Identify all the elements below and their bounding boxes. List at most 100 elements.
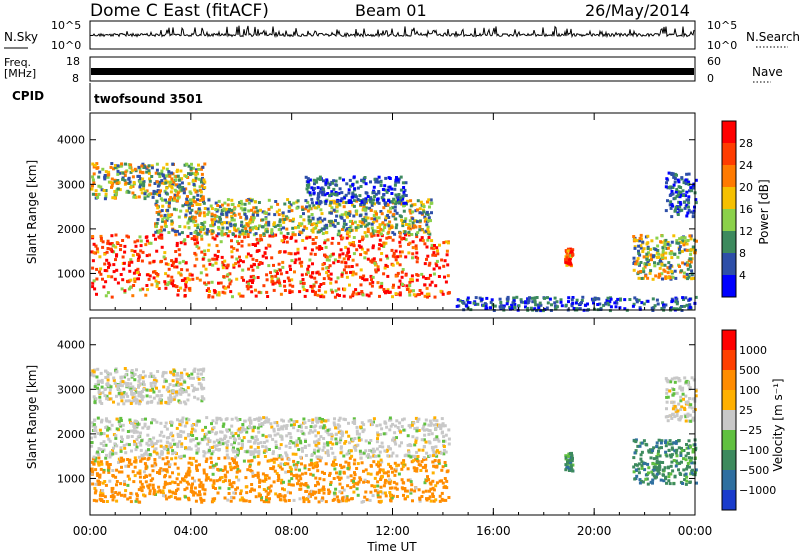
heatmap-cell [226, 263, 230, 267]
heatmap-cell [393, 431, 397, 435]
heatmap-cell [151, 477, 155, 481]
heatmap-cell [679, 202, 683, 206]
heatmap-cell [409, 204, 413, 208]
heatmap-cell [124, 489, 128, 493]
heatmap-cell [374, 192, 378, 196]
heatmap-cell [192, 172, 195, 176]
heatmap-cell [353, 187, 357, 191]
heatmap-cell [216, 232, 220, 236]
heatmap-cell [297, 448, 301, 452]
heatmap-cell [150, 166, 154, 170]
heatmap-cell [198, 213, 202, 217]
heatmap-cell [190, 424, 194, 428]
heatmap-cell [247, 282, 251, 286]
heatmap-cell [107, 397, 110, 401]
heatmap-cell [358, 199, 362, 202]
heatmap-cell [164, 262, 168, 266]
heatmap-cell [93, 486, 97, 490]
heatmap-cell [553, 296, 557, 300]
heatmap-cell [337, 418, 341, 422]
heatmap-cell [372, 185, 376, 189]
heatmap-cell [325, 223, 328, 227]
heatmap-cell [282, 480, 285, 484]
heatmap-cell [363, 256, 367, 260]
heatmap-cell [145, 441, 149, 445]
heatmap-cell [132, 271, 136, 275]
heatmap-cell [149, 372, 153, 376]
heatmap-cell [222, 422, 226, 426]
heatmap-cell [193, 367, 197, 371]
heatmap-cell [415, 220, 419, 224]
heatmap-cell [418, 497, 422, 501]
heatmap-cell [143, 462, 147, 466]
heatmap-cell [397, 193, 401, 196]
heatmap-cell [309, 458, 313, 462]
heatmap-cell [664, 238, 668, 242]
heatmap-cell [210, 422, 213, 426]
heatmap-cell [687, 259, 691, 263]
velocity-heatmap [90, 367, 698, 504]
heatmap-cell [335, 471, 338, 475]
heatmap-cell [385, 236, 389, 240]
heatmap-cell [307, 495, 311, 499]
heatmap-cell [396, 178, 400, 182]
heatmap-cell [230, 495, 233, 499]
heatmap-cell [377, 247, 381, 251]
heatmap-cell [361, 430, 365, 434]
heatmap-cell [233, 234, 237, 238]
heatmap-cell [219, 240, 223, 244]
heatmap-cell [334, 183, 338, 187]
heatmap-cell [140, 164, 144, 168]
heatmap-cell [152, 270, 155, 274]
heatmap-cell [221, 438, 224, 442]
heatmap-cell [117, 461, 120, 464]
heatmap-cell [386, 189, 390, 192]
heatmap-cell [295, 462, 299, 466]
heatmap-cell [671, 172, 675, 176]
heatmap-cell [355, 432, 359, 436]
heatmap-cell [326, 431, 330, 435]
heatmap-cell [357, 438, 361, 442]
heatmap-cell [427, 497, 431, 500]
heatmap-cell [119, 446, 123, 450]
heatmap-cell [398, 263, 402, 267]
heatmap-cell [249, 445, 253, 449]
heatmap-cell [270, 277, 274, 281]
heatmap-cell [115, 480, 119, 483]
heatmap-cell [442, 241, 446, 245]
heatmap-cell [437, 459, 441, 463]
heatmap-cell [438, 494, 442, 498]
heatmap-cell [314, 290, 317, 294]
heatmap-cell [407, 454, 411, 458]
heatmap-cell [190, 486, 193, 490]
heatmap-cell [316, 464, 319, 468]
heatmap-cell [173, 230, 177, 233]
heatmap-cell [329, 219, 333, 223]
heatmap-cell [399, 215, 403, 219]
heatmap-cell [362, 480, 366, 484]
heatmap-cell [115, 417, 119, 421]
heatmap-cell [653, 264, 657, 268]
heatmap-cell [109, 165, 113, 169]
heatmap-cell [229, 279, 233, 283]
heatmap-cell [272, 222, 276, 226]
heatmap-cell [112, 244, 116, 248]
heatmap-cell [273, 281, 277, 285]
heatmap-cell [103, 175, 107, 179]
heatmap-cell [323, 217, 327, 221]
heatmap-cell [251, 268, 255, 272]
heatmap-cell [180, 454, 184, 458]
heatmap-cell [236, 468, 240, 471]
heatmap-cell [397, 200, 401, 204]
heatmap-cell [185, 486, 189, 490]
y-tick-label: 4000 [57, 134, 85, 147]
heatmap-cell [194, 499, 198, 503]
heatmap-cell [166, 262, 170, 266]
heatmap-cell [537, 306, 541, 309]
heatmap-cell [330, 463, 334, 467]
heatmap-cell [192, 493, 196, 497]
heatmap-cell [98, 497, 102, 501]
heatmap-cell [680, 208, 684, 212]
heatmap-cell [312, 425, 316, 429]
heatmap-cell [123, 482, 127, 486]
